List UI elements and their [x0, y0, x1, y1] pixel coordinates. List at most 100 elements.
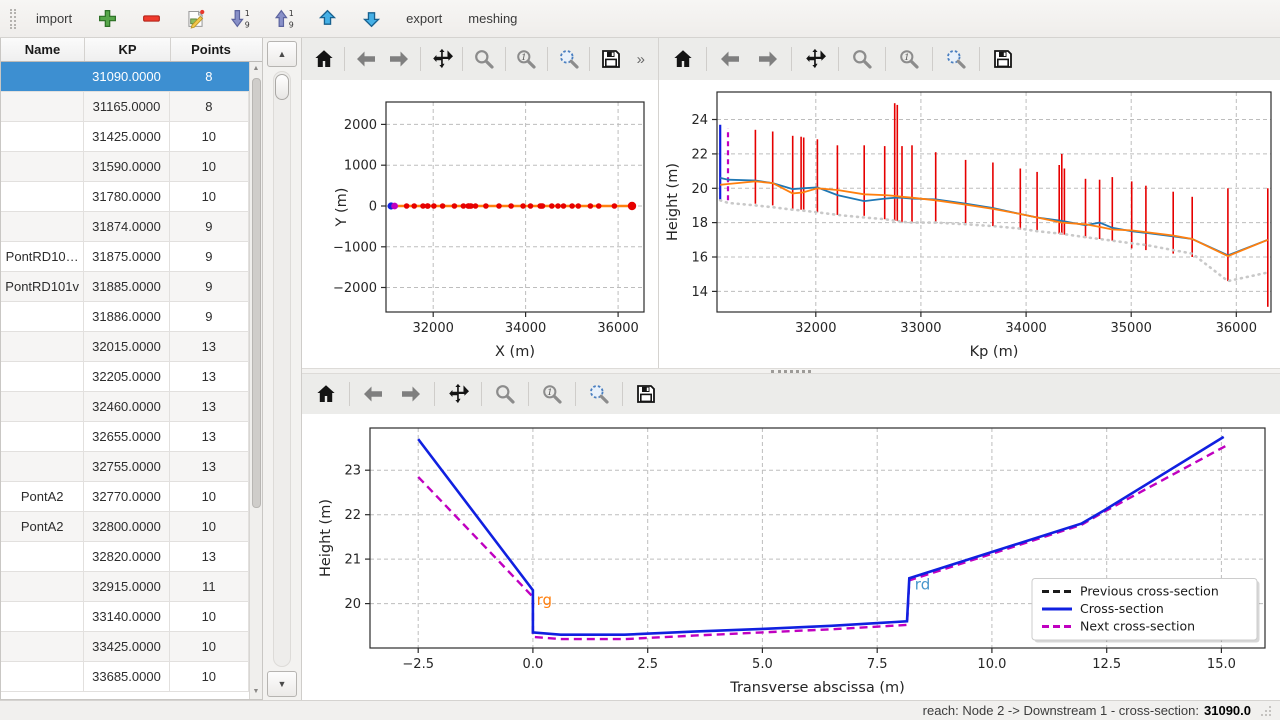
zoom-button[interactable] — [844, 42, 880, 76]
svg-text:Y (m): Y (m) — [334, 188, 350, 228]
splitter-handle-icon — [771, 369, 811, 373]
table-scrollbar-thumb[interactable] — [251, 78, 261, 508]
pan-button[interactable] — [440, 377, 476, 411]
home-button[interactable] — [665, 42, 701, 76]
forward-button[interactable] — [393, 377, 429, 411]
zoom-marker-button[interactable]: 1 — [534, 377, 570, 411]
scroll-up-icon[interactable]: ▲ — [252, 65, 260, 72]
zoom-button[interactable] — [487, 377, 523, 411]
table-row[interactable]: 32915.0000 11 — [1, 572, 249, 602]
svg-text:Transverse abscissa (m): Transverse abscissa (m) — [729, 680, 905, 696]
column-header-name[interactable]: Name — [1, 38, 85, 61]
sort-ascending-button[interactable]: 1 9 — [268, 5, 298, 33]
toolbar-drag-handle[interactable] — [10, 8, 16, 29]
cell-points: 9 — [170, 272, 249, 301]
svg-text:16: 16 — [691, 251, 708, 266]
export-button[interactable]: export — [406, 11, 443, 26]
back-button[interactable] — [712, 42, 748, 76]
cell-kp: 33140.0000 — [84, 602, 170, 631]
column-header-kp[interactable]: KP — [85, 38, 171, 61]
zoom-rect-button[interactable] — [581, 377, 617, 411]
table-row[interactable]: 31425.0000 10 — [1, 122, 249, 152]
save-button[interactable] — [628, 377, 664, 411]
scroll-down-icon[interactable]: ▼ — [252, 688, 260, 695]
panel-scroll-down-button[interactable]: ▼ — [267, 671, 297, 697]
forward-icon — [390, 51, 409, 67]
main-area: Name KP Points 31090.0000 8 31165.0000 8 314… — [0, 38, 1280, 700]
table-row[interactable]: 31780.0000 10 — [1, 182, 249, 212]
cell-name — [1, 662, 85, 691]
svg-text:10.0: 10.0 — [977, 657, 1006, 672]
add-cross-section-button[interactable] — [92, 5, 122, 33]
svg-text:9: 9 — [244, 20, 249, 29]
pan-button[interactable] — [426, 42, 457, 76]
table-row[interactable]: 32205.0000 13 — [1, 362, 249, 392]
table-row[interactable]: 31590.0000 10 — [1, 152, 249, 182]
table-row[interactable]: 31090.0000 8 — [1, 62, 249, 92]
cell-name — [1, 212, 85, 241]
table-scrollbar[interactable]: ▲ ▼ — [249, 62, 262, 699]
home-button[interactable] — [308, 377, 344, 411]
longitudinal-profile-chart[interactable]: 32000 33000 34000 35000 36000 14 16 18 20 22 24 Kp … — [659, 80, 1279, 368]
forward-button[interactable] — [384, 42, 415, 76]
meshing-button[interactable]: meshing — [468, 11, 518, 26]
cell-name — [1, 362, 85, 391]
table-row[interactable]: 31886.0000 9 — [1, 302, 249, 332]
panel-scroll-track[interactable] — [273, 71, 291, 667]
table-row[interactable]: 32755.0000 13 — [1, 452, 249, 482]
back-button[interactable] — [350, 42, 381, 76]
pan-button[interactable] — [797, 42, 833, 76]
import-button[interactable]: import — [36, 11, 73, 26]
plan-view-chart[interactable]: 32000 34000 36000 −2000 −1000 0 1000 2000 X (m) Y… — [302, 80, 658, 368]
table-row[interactable]: 33425.0000 10 — [1, 632, 249, 662]
column-header-points[interactable]: Points — [191, 42, 231, 57]
table-row[interactable]: 32655.0000 13 — [1, 422, 249, 452]
svg-text:20: 20 — [691, 182, 708, 197]
cell-points: 10 — [170, 182, 249, 211]
panel-scrollbar-thumb[interactable] — [275, 74, 289, 100]
panel-scroll-up-button[interactable]: ▲ — [267, 41, 297, 67]
move-up-button[interactable] — [312, 5, 342, 33]
table-row[interactable]: PontA2 32770.0000 10 — [1, 482, 249, 512]
move-down-button[interactable] — [356, 5, 386, 33]
table-row[interactable]: 32015.0000 13 — [1, 332, 249, 362]
cross-section-chart[interactable]: −2.5 0.0 2.5 5.0 7.5 10.0 12.5 15.0 20 21 22 23 Tran… — [302, 414, 1279, 700]
zoom-rect-button[interactable] — [553, 42, 584, 76]
table-row[interactable]: 32820.0000 13 — [1, 542, 249, 572]
edit-cross-section-button[interactable] — [180, 5, 210, 33]
cell-points: 8 — [170, 92, 249, 121]
table-row[interactable]: PontA2 32800.0000 10 — [1, 512, 249, 542]
save-button[interactable] — [595, 42, 626, 76]
save-icon — [994, 50, 1012, 68]
cell-kp: 32770.0000 — [84, 482, 170, 511]
back-button[interactable] — [355, 377, 391, 411]
cell-points: 13 — [170, 392, 249, 421]
zoom-button[interactable] — [468, 42, 499, 76]
table-row[interactable]: 31165.0000 8 — [1, 92, 249, 122]
toolbar-overflow-button[interactable]: » — [636, 50, 645, 68]
pan-icon — [432, 48, 453, 69]
home-button[interactable] — [308, 42, 339, 76]
sort-descending-button[interactable]: 1 9 — [224, 5, 254, 33]
table-row[interactable]: PontRD10… 31875.0000 9 — [1, 242, 249, 272]
resize-grip-icon[interactable] — [1260, 705, 1272, 717]
save-button[interactable] — [985, 42, 1021, 76]
forward-button[interactable] — [750, 42, 786, 76]
zoom-marker-button[interactable]: 1 — [511, 42, 542, 76]
table-row[interactable]: 32460.0000 13 — [1, 392, 249, 422]
toolbar-separator — [504, 47, 506, 71]
toolbar-separator — [622, 382, 623, 406]
table-row[interactable]: 33685.0000 10 — [1, 662, 249, 692]
table-row[interactable]: 33140.0000 10 — [1, 602, 249, 632]
cell-points: 10 — [170, 602, 249, 631]
svg-text:1: 1 — [244, 9, 249, 18]
horizontal-splitter[interactable] — [302, 368, 1280, 374]
table-row[interactable]: PontRD101v 31885.0000 9 — [1, 272, 249, 302]
zoom-rect-button[interactable] — [938, 42, 974, 76]
cell-name — [1, 542, 85, 571]
table-row[interactable]: 31874.0000 9 — [1, 212, 249, 242]
toolbar-separator — [462, 47, 464, 71]
toolbar-separator — [528, 382, 529, 406]
remove-cross-section-button[interactable] — [136, 5, 166, 33]
zoom-marker-button[interactable]: 1 — [891, 42, 927, 76]
